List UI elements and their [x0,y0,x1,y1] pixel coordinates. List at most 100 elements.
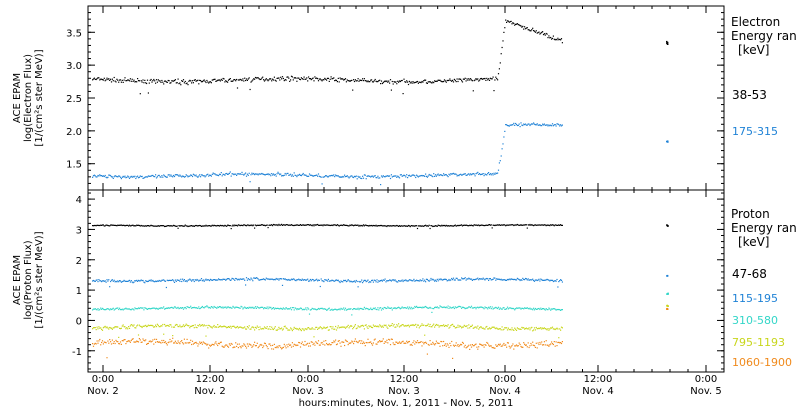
data-point [306,279,308,281]
data-point [325,78,327,80]
data-point [241,171,243,173]
data-point [201,280,203,282]
data-point [111,78,113,80]
data-point [404,280,406,282]
data-point [362,177,365,179]
data-point [360,342,362,344]
data-point [429,227,431,230]
data-point [209,280,211,282]
data-point [217,306,219,308]
data-point [471,173,473,175]
data-point [100,327,102,329]
data-point [475,224,477,226]
data-point [219,341,221,343]
data-point [555,280,557,282]
data-point [458,305,460,307]
data-point [469,278,471,280]
data-point [203,280,205,282]
data-point [207,343,209,345]
data-point [107,308,109,310]
data-point [478,346,480,348]
data-point [527,342,529,344]
data-point [456,345,458,347]
data-point [116,176,118,178]
data-point [345,224,347,226]
data-point [102,224,104,226]
data-point [102,327,104,329]
data-point [117,307,119,309]
data-point [514,224,516,226]
data-point [452,225,455,227]
data-point [506,20,509,22]
data-point [475,173,477,175]
data-point [121,281,123,283]
electron-ytick-label: 1.5 [66,160,82,171]
data-point [289,80,291,82]
data-point [136,340,138,342]
data-point [479,225,481,227]
data-point [247,345,249,347]
data-point [481,78,483,80]
data-point [381,307,383,309]
data-point [560,342,562,344]
data-point [316,174,318,176]
data-point [99,79,101,81]
data-point [498,328,500,330]
data-point [219,325,221,327]
data-point [328,80,330,82]
data-point [309,309,311,311]
data-point [352,308,354,311]
data-point [155,82,157,84]
data-point [111,308,113,310]
data-point [196,307,198,309]
data-point [183,176,185,178]
data-point [473,307,475,309]
data-point [312,77,314,79]
data-point [460,343,462,345]
data-point [513,224,515,227]
data-point [398,176,400,178]
data-point [177,174,179,176]
data-point [398,280,401,282]
data-point [303,224,305,226]
data-point [236,173,239,175]
data-point [125,343,127,345]
data-point [448,327,450,329]
data-point [416,81,418,83]
data-point [238,279,240,281]
data-point [281,347,284,349]
data-point [256,306,258,308]
data-point [341,326,343,328]
data-point [519,224,521,226]
data-point [269,224,271,226]
data-point [231,307,233,309]
data-point [525,307,527,309]
data-point [461,225,464,227]
data-point [132,175,134,177]
data-point [543,279,545,281]
data-point [200,278,203,280]
data-point [409,175,411,177]
data-point [218,225,220,227]
data-point [370,281,372,283]
data-point [171,80,173,82]
data-point [542,224,544,226]
data-point [458,326,460,328]
data-point [111,224,113,226]
data-point [362,280,365,282]
data-point [464,77,466,79]
data-point [513,22,515,25]
data-point [497,278,499,280]
data-point [291,342,293,344]
data-point [143,177,145,179]
data-point [368,81,370,83]
data-point [539,224,541,226]
data-point [193,280,195,283]
data-point [217,279,219,281]
data-point [186,306,188,308]
data-point [473,80,475,82]
data-point [141,175,143,177]
data-point [450,307,452,309]
data-point [470,173,472,175]
data-point [416,174,418,176]
